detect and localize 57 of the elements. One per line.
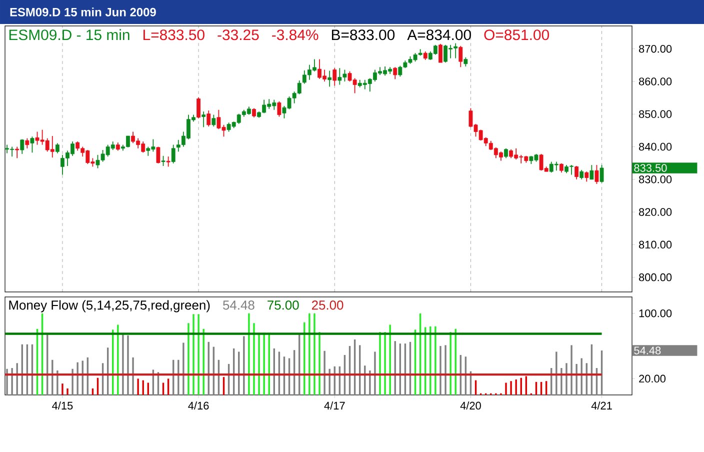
- candlestick: [252, 108, 256, 118]
- text: 54.48: [634, 346, 661, 354]
- candlestick: [580, 169, 584, 180]
- candlestick: [156, 146, 160, 164]
- x-tick-label: 4/21: [591, 402, 612, 410]
- y-tick-label: 850.00: [639, 110, 672, 118]
- y-tick-label: 840.00: [639, 142, 672, 151]
- x-tick-label: 4/15: [52, 402, 73, 410]
- y-tick-label: 830.00: [639, 176, 672, 184]
- y-tick-label: 20.00: [639, 374, 666, 383]
- candlestick: [25, 138, 30, 149]
- y-tick-label: 800.00: [639, 273, 672, 282]
- candlestick: [55, 142, 60, 154]
- ref-line-label: 25.00: [312, 300, 344, 310]
- candlestick: [584, 171, 589, 182]
- candlestick: [277, 100, 282, 118]
- candlestick: [30, 136, 34, 154]
- annotation: -3.84%: [272, 30, 318, 40]
- candlestick: [161, 155, 166, 166]
- chart-subtitle: ESM09.D - 15 min: [9, 29, 130, 40]
- candlestick: [504, 148, 508, 159]
- candlestick: [328, 70, 332, 88]
- candlestick: [171, 144, 176, 164]
- y-tick-label: 820.00: [639, 208, 672, 216]
- annotation: -33.25: [218, 30, 259, 40]
- x-tick-label: 4/20: [460, 402, 481, 410]
- candlestick: [166, 156, 170, 168]
- annotation: L=833.50: [144, 30, 204, 40]
- candlestick: [196, 97, 201, 119]
- y-tick-label: 100.00: [639, 309, 672, 318]
- candlestick: [590, 164, 594, 180]
- candlestick: [574, 166, 579, 180]
- candlestick: [202, 111, 206, 128]
- candlestick: [15, 146, 20, 159]
- y-tick-label: 810.00: [639, 240, 672, 249]
- candlestick: [332, 68, 337, 86]
- candlestick: [594, 164, 599, 184]
- chart-title: ESM09.D 15 min Jun 2009: [10, 8, 156, 16]
- candlestick: [600, 164, 604, 184]
- candlestick: [393, 66, 398, 80]
- annotation: O=851.00: [484, 30, 550, 40]
- candlestick: [206, 110, 211, 127]
- candlestick: [438, 43, 442, 63]
- x-tick-label: 4/17: [324, 402, 345, 410]
- candlestick: [464, 56, 468, 67]
- candlestick: [458, 45, 463, 68]
- y-tick-label: 860.00: [639, 78, 672, 86]
- candlestick: [20, 138, 24, 154]
- ref-line-label: 75.00: [268, 300, 299, 310]
- annotation: 54.48: [223, 300, 254, 310]
- annotation: B=833.00: [332, 30, 395, 40]
- text: 833.50: [634, 164, 667, 172]
- candlestick: [212, 114, 216, 127]
- annotation: A=834.00: [407, 30, 471, 40]
- x-tick-label: 4/16: [188, 402, 209, 410]
- chart-title: Money Flow (5,14,25,75,red,green): [9, 300, 210, 312]
- y-tick-label: 870.00: [639, 44, 672, 53]
